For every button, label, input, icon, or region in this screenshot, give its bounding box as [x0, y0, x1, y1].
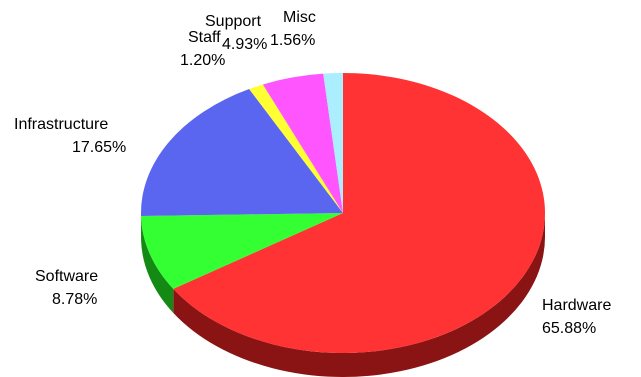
pie-side-software [141, 215, 174, 313]
pie-slice-infrastructure [141, 89, 343, 216]
label-hardware: Hardware [542, 297, 611, 314]
pct-misc: 1.56% [270, 32, 315, 49]
pie-top-layer [141, 73, 545, 353]
pie-slice-misc [323, 73, 343, 213]
pie-depth-layer [141, 213, 545, 377]
pct-software: 8.78% [52, 291, 97, 308]
pct-infrastructure: 17.65% [72, 139, 126, 156]
label-misc: Misc [283, 9, 316, 26]
pct-staff: 1.20% [180, 52, 225, 69]
label-infrastructure: Infrastructure [14, 116, 108, 133]
label-staff: Staff [188, 29, 221, 46]
label-support: Support [205, 13, 262, 30]
pct-support: 4.93% [222, 36, 267, 53]
pie-side-hardware [173, 213, 545, 377]
pie-slice-software [141, 213, 343, 289]
pie-slice-support [262, 73, 343, 213]
label-software: Software [35, 268, 98, 285]
pie-slice-hardware [173, 73, 545, 353]
pct-hardware: 65.88% [542, 320, 596, 337]
pie-slice-staff [249, 84, 343, 213]
